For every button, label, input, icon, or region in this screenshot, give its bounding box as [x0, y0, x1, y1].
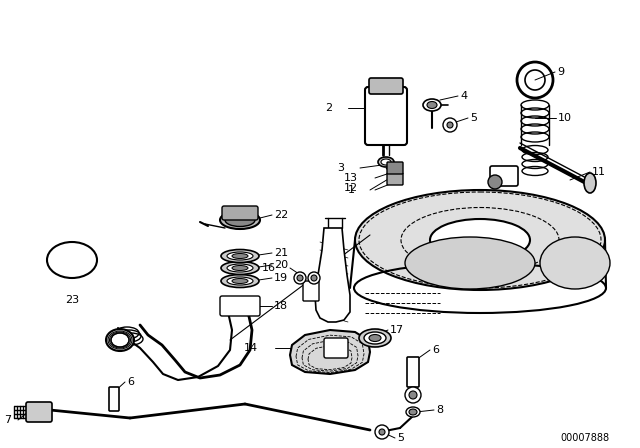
Polygon shape — [290, 330, 370, 374]
Text: 16: 16 — [262, 263, 276, 273]
Text: 3: 3 — [337, 163, 344, 173]
Circle shape — [409, 391, 417, 399]
Ellipse shape — [381, 159, 391, 165]
Ellipse shape — [359, 329, 391, 347]
Ellipse shape — [427, 102, 437, 108]
Ellipse shape — [225, 214, 255, 227]
FancyBboxPatch shape — [387, 173, 403, 185]
Text: 00007888: 00007888 — [560, 433, 609, 443]
Circle shape — [488, 175, 502, 189]
Ellipse shape — [406, 407, 420, 417]
Circle shape — [447, 122, 453, 128]
Ellipse shape — [221, 250, 259, 263]
Ellipse shape — [232, 266, 248, 271]
FancyBboxPatch shape — [26, 402, 52, 422]
Text: 17: 17 — [390, 325, 404, 335]
Text: 4: 4 — [460, 91, 467, 101]
Ellipse shape — [584, 173, 596, 193]
Ellipse shape — [227, 252, 253, 260]
Text: 6: 6 — [432, 345, 439, 355]
Ellipse shape — [106, 329, 134, 351]
Ellipse shape — [227, 264, 253, 272]
Ellipse shape — [430, 219, 530, 261]
Ellipse shape — [378, 157, 394, 167]
Text: 14: 14 — [244, 343, 258, 353]
Circle shape — [297, 275, 303, 281]
Text: 8: 8 — [436, 405, 443, 415]
Ellipse shape — [221, 262, 259, 275]
Ellipse shape — [221, 275, 259, 288]
Circle shape — [294, 272, 306, 284]
Text: 21: 21 — [274, 248, 288, 258]
Ellipse shape — [111, 333, 129, 347]
Circle shape — [375, 425, 389, 439]
Text: 19: 19 — [274, 273, 288, 283]
FancyBboxPatch shape — [387, 162, 403, 174]
FancyBboxPatch shape — [490, 166, 518, 186]
FancyBboxPatch shape — [324, 338, 348, 358]
Circle shape — [443, 118, 457, 132]
FancyBboxPatch shape — [109, 387, 119, 411]
Circle shape — [308, 272, 320, 284]
Circle shape — [379, 429, 385, 435]
Circle shape — [405, 387, 421, 403]
Text: 2: 2 — [325, 103, 332, 113]
Text: 20: 20 — [274, 260, 288, 270]
Text: 23: 23 — [65, 295, 79, 305]
Text: 9: 9 — [557, 67, 564, 77]
Text: 22: 22 — [274, 210, 288, 220]
FancyBboxPatch shape — [369, 78, 403, 94]
Text: 5: 5 — [397, 433, 404, 443]
Ellipse shape — [423, 99, 441, 111]
Text: 18: 18 — [274, 301, 288, 311]
Text: 10: 10 — [558, 113, 572, 123]
Ellipse shape — [409, 409, 417, 415]
Text: 12: 12 — [344, 183, 358, 193]
Text: 11: 11 — [592, 167, 606, 177]
Ellipse shape — [405, 237, 535, 289]
Ellipse shape — [355, 190, 605, 290]
Text: 7: 7 — [4, 415, 11, 425]
Text: 13: 13 — [344, 173, 358, 183]
Text: 6: 6 — [127, 377, 134, 387]
Polygon shape — [315, 228, 350, 322]
FancyBboxPatch shape — [365, 87, 407, 145]
FancyBboxPatch shape — [222, 206, 258, 220]
Ellipse shape — [220, 211, 260, 229]
Ellipse shape — [232, 279, 248, 284]
Text: 5: 5 — [470, 113, 477, 123]
Ellipse shape — [369, 335, 381, 341]
Text: 15: 15 — [330, 263, 344, 273]
Ellipse shape — [47, 242, 97, 278]
Ellipse shape — [540, 237, 610, 289]
Text: 9L: 9L — [63, 253, 81, 267]
Circle shape — [311, 275, 317, 281]
FancyBboxPatch shape — [303, 281, 319, 301]
FancyBboxPatch shape — [220, 296, 260, 316]
Text: 1: 1 — [348, 185, 355, 195]
FancyBboxPatch shape — [407, 357, 419, 387]
Ellipse shape — [364, 332, 386, 344]
Ellipse shape — [232, 254, 248, 258]
Ellipse shape — [227, 277, 253, 285]
